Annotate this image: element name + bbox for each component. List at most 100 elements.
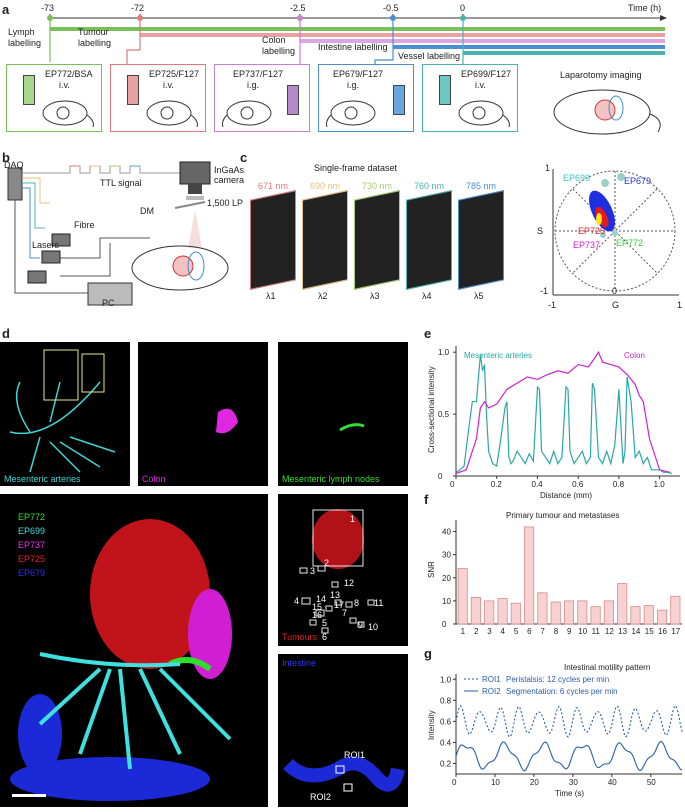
x-tick-label: 1.0	[654, 480, 666, 489]
tumour-id: 1	[350, 514, 356, 524]
panel-label-e: e	[424, 326, 432, 341]
y-tick-label: 0.4	[440, 738, 452, 747]
y-tick-label: 10	[442, 597, 451, 606]
series-line-0	[455, 704, 683, 738]
legend-item: EP737	[18, 540, 46, 550]
setup-diagram	[7, 161, 229, 306]
camera-label: InGaAs camera	[214, 165, 245, 185]
x-tick-label: 0	[450, 480, 455, 489]
series-line-1	[455, 350, 670, 475]
phasor-tick: -1	[540, 286, 549, 296]
tick-label: -2.5	[290, 3, 306, 13]
roi-label: ROI1	[344, 750, 366, 760]
spectral-frame	[302, 190, 348, 290]
pc-label: PC	[102, 298, 115, 308]
axis-label: Time (h)	[628, 3, 662, 13]
legend-item: EP725	[18, 554, 46, 564]
arteries-image: Mesenteric arteries	[0, 342, 130, 486]
x-tick-label: 17	[671, 627, 680, 636]
tumour-id: 4	[294, 596, 300, 606]
y-tick-label: 0	[438, 472, 443, 481]
tumour-id: 5	[322, 618, 328, 628]
tick-label: -0.5	[383, 3, 399, 13]
bar	[510, 602, 521, 625]
mouse-icon	[146, 100, 198, 128]
phasor-g-label: G	[612, 300, 620, 310]
phasor-plot	[552, 169, 679, 296]
mouse-icon	[42, 100, 94, 128]
bar	[670, 595, 681, 625]
bar	[590, 606, 601, 625]
tick-label: -73	[41, 3, 55, 13]
x-tick-label: 13	[618, 627, 627, 636]
intestine-label: Intestine	[282, 658, 317, 668]
syringe-icon	[393, 85, 405, 115]
bar	[657, 609, 668, 625]
lymph-label: Mesenteric lymph nodes	[282, 474, 380, 484]
lambda-label: λ2	[318, 291, 328, 301]
x-tick-label: 40	[608, 778, 617, 787]
tumour-id: 8	[354, 598, 360, 608]
legend-item: EP699	[18, 526, 46, 536]
tumour-id: 6	[322, 632, 328, 642]
y-tick-label: 30	[442, 551, 451, 560]
tick-label: -72	[131, 3, 145, 13]
lasers-label: Lasers	[32, 240, 60, 250]
bar	[550, 601, 561, 625]
phasor-tick: 0	[612, 286, 618, 296]
fibre-label: Fibre	[74, 220, 95, 230]
spectral-frame	[458, 190, 504, 290]
injection-box: EP699/F127 i.v.	[422, 64, 518, 132]
legend-desc: Peristalsis: 12 cycles per min	[506, 675, 609, 684]
event-label: Intestine labelling	[318, 42, 388, 52]
x-tick-label: 16	[658, 627, 667, 636]
phasor-label: EP699	[563, 173, 591, 183]
lambda-label: λ5	[474, 291, 484, 301]
event-label: Colon labelling	[262, 35, 296, 56]
panel-label-a: a	[2, 2, 10, 17]
x-tick-label: 0.8	[613, 480, 625, 489]
spectral-frame	[250, 190, 296, 290]
colon-label: Colon	[142, 474, 166, 484]
panel-label-d: d	[2, 326, 10, 341]
lymph-image: Mesenteric lymph nodes	[278, 342, 408, 486]
phasor-tick: -1	[548, 300, 557, 310]
tumour-id: 17	[334, 600, 345, 610]
y-axis-label: Cross-sectional intensity	[427, 366, 436, 453]
panel-label-g: g	[424, 646, 432, 661]
event-label: Tumour labelling	[78, 27, 112, 48]
tumour-id: 7	[342, 608, 348, 618]
syringe-icon	[287, 85, 299, 115]
x-axis-label: Time (s)	[555, 789, 584, 798]
bar	[484, 600, 495, 625]
bar	[537, 592, 548, 625]
colon-image: Colon	[138, 342, 268, 486]
event-label: Lymph labelling	[8, 27, 42, 48]
chart-g: 0 10 20 30 40 50 0.2 0.4 0.6 0.8 1.0 Time (s) Intens…	[427, 663, 683, 798]
injection-box: EP725/F127 i.v.	[110, 64, 206, 132]
tumour-id: 3	[310, 566, 316, 576]
phasor-tick: 1	[545, 163, 551, 173]
dataset-title: Single-frame dataset	[314, 163, 398, 173]
dye-label: EP737/F127	[233, 69, 284, 79]
dye-label: EP725/F127	[149, 69, 200, 79]
phasor-s-label: S	[537, 226, 544, 236]
event-label: Vessel labelling	[398, 51, 461, 61]
injection-box: EP772/BSA i.v.	[6, 64, 102, 132]
dye-label: EP699/F127	[461, 69, 512, 79]
spectral-frame	[354, 190, 400, 290]
legend-desc: Segmentation: 6 cycles per min	[506, 687, 618, 696]
end-label: Laparotomy imaging	[560, 70, 642, 80]
composite-image: EP772 EP699 EP737 EP725 EP679	[0, 494, 268, 807]
syringe-icon	[23, 75, 35, 105]
phasor-tick: 1	[677, 300, 683, 310]
roi-label: ROI2	[310, 792, 332, 802]
y-axis-label: Intensity	[427, 710, 436, 740]
route-label: i.v.	[59, 80, 70, 90]
x-tick-label: 14	[631, 627, 640, 636]
y-axis-label: SNR	[427, 561, 436, 578]
spectral-frame	[406, 190, 452, 290]
x-tick-label: 20	[530, 778, 539, 787]
injection-box: EP679/F127 i.g.	[318, 64, 414, 132]
